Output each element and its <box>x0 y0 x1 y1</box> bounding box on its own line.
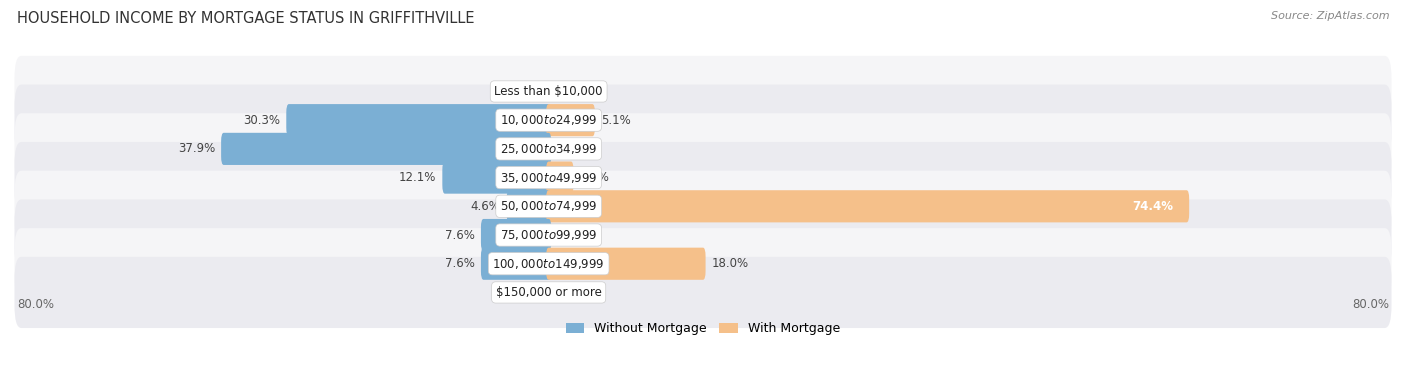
Text: 0.0%: 0.0% <box>565 143 595 155</box>
Text: 7.6%: 7.6% <box>446 228 475 242</box>
Text: 80.0%: 80.0% <box>1353 298 1389 311</box>
Text: 74.4%: 74.4% <box>1133 200 1174 213</box>
FancyBboxPatch shape <box>443 161 551 194</box>
FancyBboxPatch shape <box>546 190 1189 222</box>
Text: 0.0%: 0.0% <box>502 286 531 299</box>
FancyBboxPatch shape <box>14 84 1392 156</box>
Text: 30.3%: 30.3% <box>243 114 280 127</box>
Text: $35,000 to $49,999: $35,000 to $49,999 <box>501 170 598 185</box>
Legend: Without Mortgage, With Mortgage: Without Mortgage, With Mortgage <box>561 317 845 340</box>
Text: 0.0%: 0.0% <box>502 85 531 98</box>
Text: 37.9%: 37.9% <box>179 143 215 155</box>
FancyBboxPatch shape <box>14 171 1392 242</box>
Text: $100,000 to $149,999: $100,000 to $149,999 <box>492 257 605 271</box>
Text: $25,000 to $34,999: $25,000 to $34,999 <box>501 142 598 156</box>
FancyBboxPatch shape <box>14 257 1392 328</box>
Text: 18.0%: 18.0% <box>711 257 749 270</box>
FancyBboxPatch shape <box>14 142 1392 213</box>
Text: Less than $10,000: Less than $10,000 <box>495 85 603 98</box>
FancyBboxPatch shape <box>481 219 551 251</box>
Text: $75,000 to $99,999: $75,000 to $99,999 <box>501 228 598 242</box>
FancyBboxPatch shape <box>546 104 595 136</box>
FancyBboxPatch shape <box>287 104 551 136</box>
Text: 7.6%: 7.6% <box>446 257 475 270</box>
FancyBboxPatch shape <box>506 190 551 222</box>
Text: Source: ZipAtlas.com: Source: ZipAtlas.com <box>1271 11 1389 21</box>
Text: 0.0%: 0.0% <box>565 85 595 98</box>
FancyBboxPatch shape <box>546 161 574 194</box>
Text: $50,000 to $74,999: $50,000 to $74,999 <box>501 199 598 213</box>
Text: $10,000 to $24,999: $10,000 to $24,999 <box>501 113 598 127</box>
FancyBboxPatch shape <box>481 248 551 280</box>
FancyBboxPatch shape <box>14 113 1392 184</box>
FancyBboxPatch shape <box>14 228 1392 299</box>
FancyBboxPatch shape <box>14 199 1392 271</box>
FancyBboxPatch shape <box>221 133 551 165</box>
Text: 0.0%: 0.0% <box>565 228 595 242</box>
Text: 0.0%: 0.0% <box>565 286 595 299</box>
FancyBboxPatch shape <box>546 248 706 280</box>
Text: 5.1%: 5.1% <box>600 114 631 127</box>
Text: HOUSEHOLD INCOME BY MORTGAGE STATUS IN GRIFFITHVILLE: HOUSEHOLD INCOME BY MORTGAGE STATUS IN G… <box>17 11 474 26</box>
Text: 12.1%: 12.1% <box>399 171 436 184</box>
Text: 4.6%: 4.6% <box>471 200 501 213</box>
Text: 2.6%: 2.6% <box>579 171 609 184</box>
Text: 80.0%: 80.0% <box>17 298 53 311</box>
FancyBboxPatch shape <box>14 56 1392 127</box>
Text: $150,000 or more: $150,000 or more <box>496 286 602 299</box>
